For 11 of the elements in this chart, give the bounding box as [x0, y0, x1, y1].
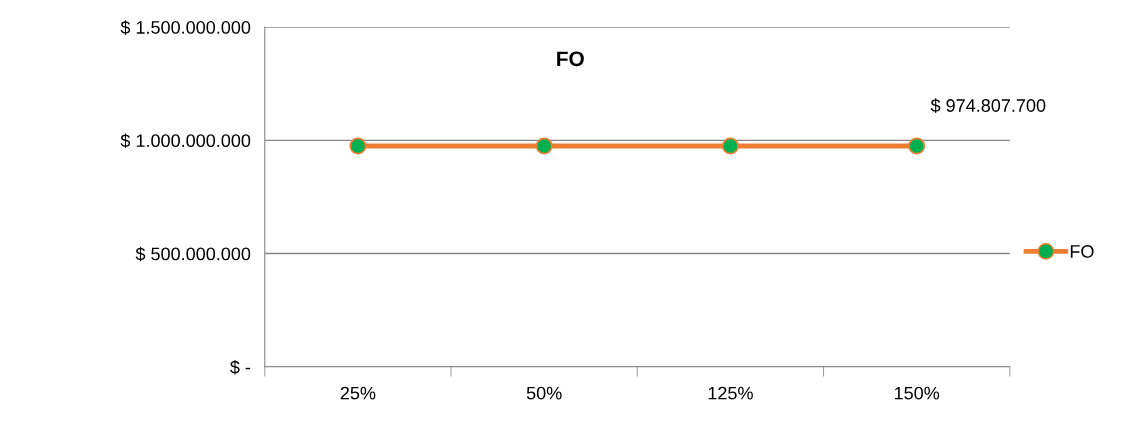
y-tick-label: $ 1.500.000.000	[120, 20, 251, 35]
data-label: $ 974.807.700	[930, 98, 1046, 113]
legend-label: FO	[1070, 245, 1094, 258]
x-tick-label: 150%	[894, 386, 940, 400]
x-tick-label: 125%	[708, 386, 753, 400]
text: FO	[557, 51, 584, 67]
x-tick-label: 25%	[340, 386, 376, 400]
x-tick-label: 50%	[526, 386, 562, 400]
y-tick-label: $ 1.000.000.000	[120, 133, 251, 149]
y-tick-label: $ 500.000.000	[135, 246, 251, 262]
y-tick-label: $ -	[230, 359, 251, 375]
